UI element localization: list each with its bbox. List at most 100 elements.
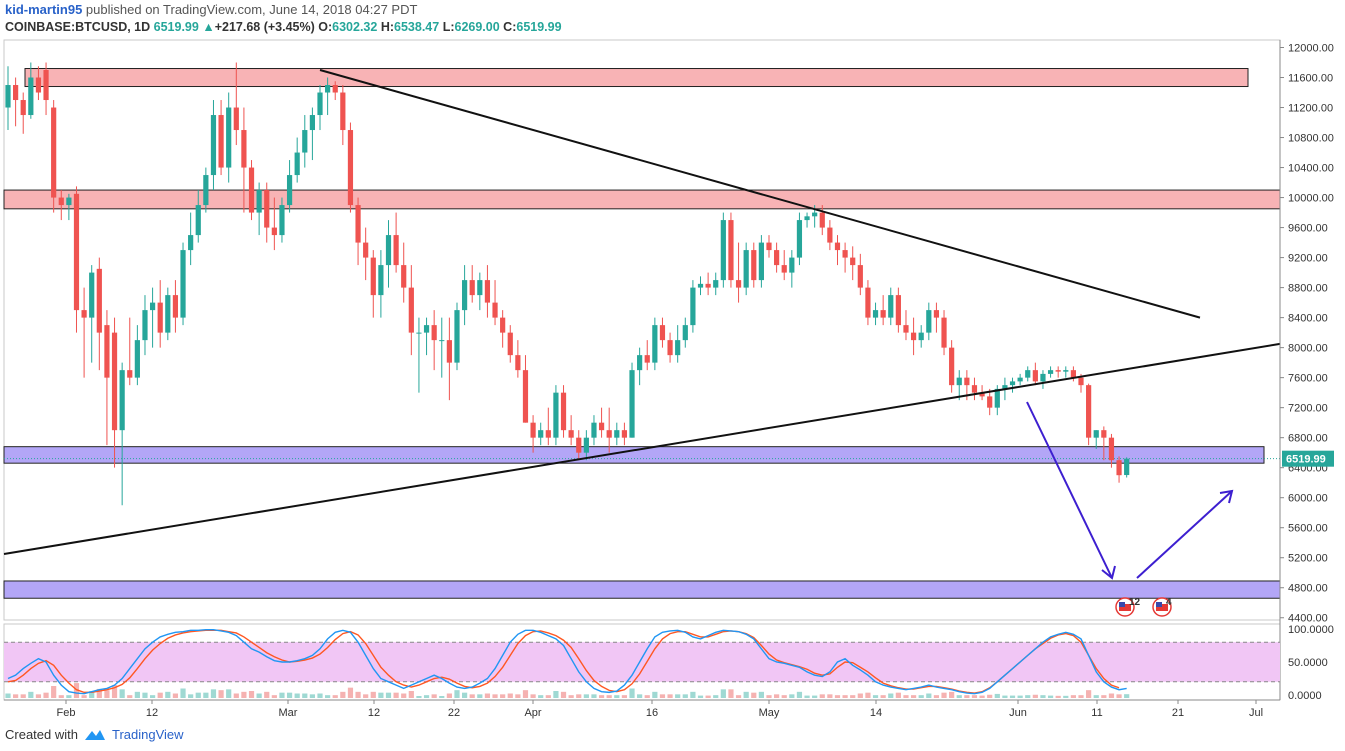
volume-bar	[834, 695, 841, 698]
volume-bar	[583, 694, 589, 698]
footer: Created with TradingView	[5, 727, 184, 742]
candle-body	[271, 227, 277, 236]
candle-body	[35, 77, 42, 93]
candle-body	[728, 220, 734, 281]
candle-body	[347, 130, 354, 206]
volume-bar	[332, 695, 338, 698]
open-label: O:	[318, 20, 333, 34]
time-tick-label: May	[759, 707, 780, 719]
volume-bar	[309, 694, 315, 698]
ascending-trendline	[3, 342, 1281, 555]
candle-body	[157, 302, 163, 333]
candle-body	[789, 257, 795, 273]
volume-bar	[713, 695, 719, 698]
volume-bar	[720, 689, 726, 698]
candle-body	[987, 396, 993, 408]
candle-body	[439, 340, 445, 342]
candle-body	[621, 430, 628, 438]
volume-bar	[682, 694, 688, 698]
time-tick-label: 12	[368, 707, 380, 719]
volume-bar	[560, 691, 567, 698]
open-value: 6302.32	[332, 20, 378, 34]
volume-bar	[1032, 694, 1038, 698]
candle-body	[522, 370, 529, 423]
candle-body	[857, 265, 863, 288]
candle-body	[492, 302, 498, 318]
volume-bar	[401, 693, 407, 698]
candle-body	[1025, 370, 1031, 378]
volume-bar	[20, 694, 26, 698]
candle-body	[576, 437, 582, 453]
volume-bar	[134, 691, 140, 698]
volume-bar	[545, 695, 551, 698]
volume-bar	[484, 693, 491, 698]
close-value: 6519.99	[516, 20, 562, 34]
author-link[interactable]: kid-martin95	[5, 2, 83, 17]
tradingview-logo-icon	[84, 729, 105, 740]
volume-bar	[888, 693, 894, 698]
volume-bar	[629, 688, 635, 698]
candle-body	[918, 332, 924, 341]
low-label: L:	[442, 20, 455, 34]
candle-body	[66, 197, 72, 206]
candle-body	[644, 355, 650, 363]
volume-bar	[979, 695, 985, 698]
tradingview-brand-link[interactable]: TradingView	[111, 727, 184, 742]
candle-body	[735, 280, 742, 288]
candle-body	[309, 115, 315, 131]
candle-body	[210, 115, 217, 176]
candle-body	[378, 265, 384, 296]
volume-bar	[766, 695, 772, 698]
candle-body	[81, 310, 87, 318]
candle-body	[758, 242, 764, 281]
candle-body	[1047, 370, 1054, 374]
volume-bar	[218, 690, 224, 698]
candle-body	[956, 377, 962, 386]
volume-bar	[933, 695, 940, 698]
volume-bar	[705, 695, 711, 698]
volume-bar	[1093, 695, 1099, 698]
symbol-info-bar: COINBASE:BTCUSD, 1D 6519.99 ▲+217.68 (+3…	[5, 20, 562, 34]
volume-bar	[827, 694, 833, 698]
candle-body	[682, 325, 688, 341]
volume-bar	[1063, 695, 1069, 698]
volume-bar	[1116, 694, 1122, 698]
volume-bar	[469, 694, 475, 698]
candle-body	[591, 422, 597, 438]
symbol-name[interactable]: COINBASE:BTCUSD, 1D	[5, 20, 151, 34]
flag-canton	[1119, 602, 1125, 607]
price-tick-label: 11200.00	[1288, 103, 1333, 115]
candle-body	[850, 257, 856, 266]
volume-bar	[735, 695, 742, 698]
volume-bar	[637, 694, 643, 698]
candle-body	[165, 295, 171, 333]
volume-bar	[408, 691, 414, 698]
flag-stripes	[1156, 604, 1168, 611]
volume-bar	[340, 691, 346, 698]
candle-body	[804, 216, 810, 221]
support-zone	[3, 446, 1265, 464]
volume-bar	[1070, 695, 1076, 698]
volume-bar	[568, 695, 574, 698]
volume-bar	[781, 695, 787, 698]
volume-bar	[591, 694, 597, 698]
candle-body	[1086, 385, 1092, 438]
candle-body	[1040, 373, 1046, 382]
resistance-zone	[3, 189, 1281, 210]
candle-body	[180, 250, 186, 318]
volume-bar	[949, 691, 955, 698]
volume-bar	[226, 689, 232, 698]
volume-bar	[423, 695, 430, 698]
volume-bar	[317, 693, 323, 698]
candle-body	[964, 377, 970, 386]
volume-bar	[804, 695, 810, 698]
volume-bar	[819, 694, 825, 698]
candle-body	[637, 355, 643, 371]
volume-bar	[659, 694, 666, 698]
last-price: 6519.99	[153, 20, 199, 34]
time-tick-label: 22	[448, 707, 460, 719]
volume-bar	[606, 695, 612, 698]
descending-trendline	[319, 69, 1201, 319]
candle-body	[629, 370, 635, 438]
